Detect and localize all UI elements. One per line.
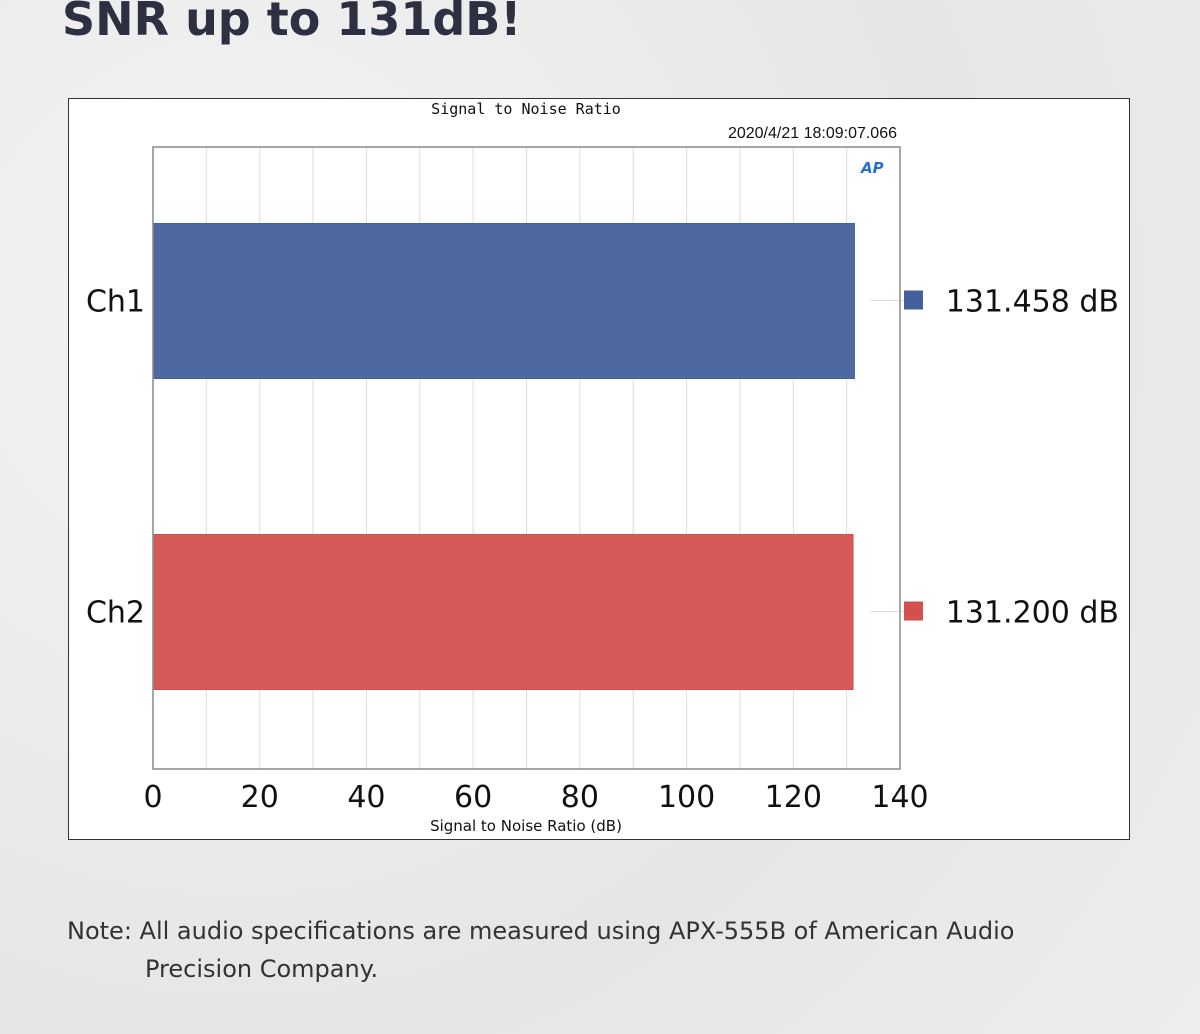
category-label: Ch1 (86, 285, 145, 320)
chart-title: Signal to Noise Ratio (431, 100, 621, 118)
x-tick-label: 0 (143, 780, 162, 815)
x-tick-label: 60 (454, 780, 492, 815)
x-tick-label: 80 (561, 780, 599, 815)
value-label: 131.458 dB (946, 285, 1119, 320)
note-line-1: Note: All audio specifications are measu… (67, 917, 1015, 945)
note-line-2: Precision Company. (145, 955, 379, 983)
snr-bar-chart: Signal to Noise Ratio 2020/4/21 18:09:07… (86, 100, 1119, 835)
legend-swatch (904, 290, 923, 310)
legend-swatch (904, 601, 923, 621)
category-label: Ch2 (86, 596, 145, 631)
bar-ch1 (152, 223, 855, 379)
value-label: 131.200 dB (946, 596, 1119, 631)
headline: SNR up to 131dB! (62, 0, 522, 46)
x-tick-label: 120 (765, 780, 822, 815)
x-tick-label: 40 (347, 780, 385, 815)
x-axis-label: Signal to Noise Ratio (dB) (430, 817, 622, 835)
x-tick-label: 20 (241, 780, 279, 815)
x-tick-label: 100 (658, 780, 715, 815)
plot-area (152, 146, 901, 770)
bar-ch2 (152, 534, 854, 690)
x-tick-label: 140 (871, 780, 928, 815)
chart-frame: Signal to Noise Ratio 2020/4/21 18:09:07… (68, 98, 1130, 840)
note: Note: All audio specifications are measu… (67, 912, 1014, 988)
chart-timestamp: 2020/4/21 18:09:07.066 (728, 125, 897, 142)
ap-logo: AP (860, 159, 884, 177)
